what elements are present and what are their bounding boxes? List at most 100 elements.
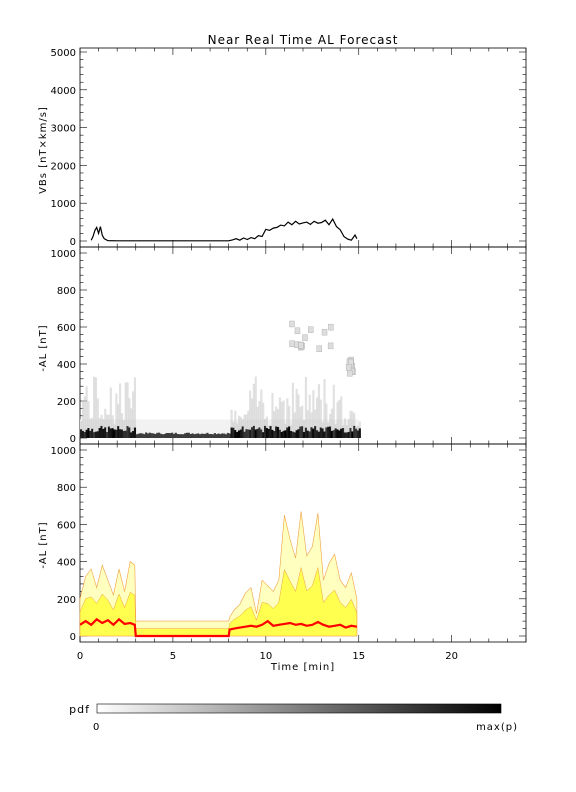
pdf-cell: [267, 428, 270, 438]
pdf-cell: [120, 413, 124, 430]
pdf-cell: [96, 398, 99, 432]
pdf-cell: [288, 426, 291, 438]
colorbar-max-label: max(p): [476, 722, 518, 733]
pdf-cell: [338, 399, 341, 431]
x-tick-label: 20: [445, 651, 458, 662]
pdf-cell: [317, 431, 321, 438]
pdf-cell: [165, 432, 168, 438]
pdf-cell: [256, 406, 259, 429]
pdf-cell: [176, 433, 179, 438]
pdf-cell: [228, 433, 231, 438]
pdf-cell: [223, 433, 226, 438]
pdf-outlier-cell: [348, 358, 354, 366]
pdf-cell: [89, 430, 92, 438]
pdf-cell: [241, 426, 244, 438]
pdf-cell: [226, 432, 229, 438]
pdf-cell: [334, 428, 337, 438]
pdf-cell: [291, 382, 295, 432]
pdf-cell: [282, 430, 285, 438]
pdf-cell: [334, 424, 337, 429]
vbs-ylabel: VBs [nT×km/s]: [38, 106, 49, 194]
pdf-cell: [243, 414, 246, 432]
pdf-cell: [275, 406, 278, 427]
pdf-outlier-cell: [327, 342, 334, 350]
y-tick-label: 0: [70, 237, 76, 248]
pdf-cell: [267, 425, 270, 429]
pdf-cell: [252, 383, 255, 426]
pdf-cell: [282, 400, 285, 431]
pdf-cell: [312, 428, 315, 438]
pdf-cell: [98, 427, 101, 438]
y-tick-label: 400: [57, 558, 76, 569]
pdf-cell: [273, 411, 276, 431]
pdf-cell: [299, 426, 302, 438]
pdf-cell: [132, 431, 135, 438]
pdf-cell: [154, 434, 157, 438]
pdf-cell: [316, 397, 319, 431]
pdf-cell: [115, 393, 118, 430]
pdf-cell: [249, 429, 252, 438]
pdf-cell: [152, 433, 155, 438]
pdf-cell: [124, 382, 127, 431]
pdf-cell: [295, 430, 298, 438]
pdf-cell: [239, 429, 242, 438]
y-tick-label: 600: [57, 323, 76, 334]
pdf-cell: [342, 425, 345, 429]
y-tick-label: 200: [57, 397, 76, 408]
pdf-cell: [349, 410, 352, 428]
pdf-outlier-cell: [289, 340, 295, 347]
pdf-cell: [347, 431, 350, 438]
pdf-cell: [185, 432, 189, 438]
pdf-cell: [345, 432, 348, 438]
pdf-cell: [349, 427, 352, 438]
pdf-colorbar: pdf 0 max(p): [69, 703, 518, 733]
pdf-cell: [347, 418, 350, 432]
pdf-cell: [329, 426, 332, 438]
pdf-cell: [85, 386, 88, 430]
pdf-cell: [126, 426, 129, 438]
pdf-cell: [133, 427, 137, 438]
x-tick-label: 10: [259, 651, 272, 662]
y-tick-label: 600: [57, 520, 76, 531]
pdf-cell: [310, 412, 313, 428]
pdf-cell: [269, 425, 272, 427]
pdf-cell: [193, 434, 196, 438]
pdf-cell: [247, 410, 250, 430]
pdf-cell: [310, 427, 313, 438]
pdf-cell: [159, 433, 163, 438]
pdf-cell: [289, 430, 293, 438]
pdf-cell: [263, 418, 267, 426]
pdf-cell: [94, 431, 98, 438]
pdf-outlier-cell: [321, 328, 328, 336]
pdf-cell: [93, 376, 96, 433]
pdf-cell: [215, 434, 218, 438]
pdf-outlier-cell: [345, 364, 352, 371]
pdf-cell: [96, 431, 99, 438]
pdf-cell: [113, 429, 116, 438]
pdf-outlier-cell: [316, 345, 322, 352]
pdf-cell: [241, 419, 244, 427]
pdf-cell: [351, 431, 354, 438]
pdf-cell: [169, 433, 172, 438]
pdf-cell: [91, 428, 94, 438]
pdf-cell: [317, 384, 321, 432]
pdf-cell: [237, 430, 241, 438]
pdf-cell: [286, 427, 289, 438]
pdf-cell: [117, 426, 120, 438]
pdf-cell: [252, 425, 255, 438]
pdf-cell: [321, 428, 324, 438]
pdf-cell: [254, 376, 257, 430]
pdf-cell: [327, 422, 330, 427]
pdf-outlier-cell: [294, 327, 301, 335]
colorbar-gradient: [96, 703, 502, 714]
pdf-cell: [256, 428, 259, 438]
pdf-cell: [343, 432, 347, 438]
pdf-cell: [297, 394, 300, 430]
pdf-cell: [195, 433, 198, 438]
pdf-cell: [109, 387, 112, 429]
pdf-cell: [132, 391, 135, 432]
pdf-cell: [93, 432, 96, 438]
pdf-cell: [115, 429, 118, 438]
y-tick-label: 800: [57, 286, 76, 297]
pdf-cell: [265, 427, 268, 438]
